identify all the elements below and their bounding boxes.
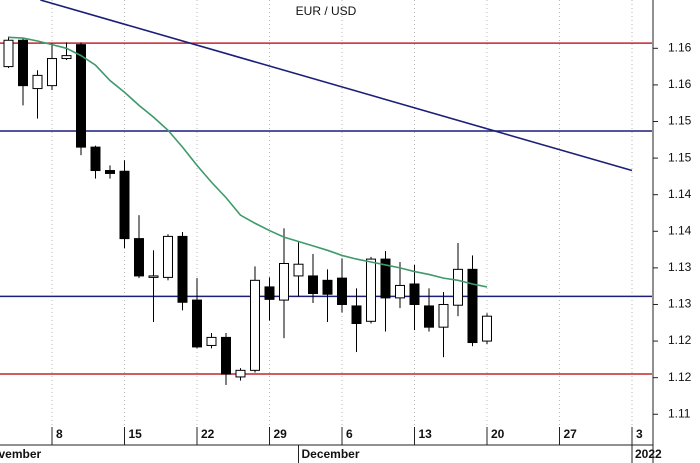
- candle-body: [235, 369, 246, 378]
- candle-body: [220, 336, 231, 375]
- candle-body: [380, 258, 391, 299]
- candle-body: [365, 258, 376, 322]
- candle-body: [148, 275, 159, 278]
- candle-body: [206, 336, 217, 346]
- candle-body: [18, 39, 28, 87]
- x-tick-label: 22: [201, 427, 215, 441]
- x-tick-label: 15: [128, 427, 142, 441]
- y-tick-label: 1.16: [668, 40, 692, 54]
- candle-body: [481, 315, 492, 342]
- candle-body: [191, 299, 202, 348]
- x-tick-label: 20: [491, 427, 505, 441]
- candle-body: [409, 283, 420, 305]
- x-tick-label: 29: [273, 427, 287, 441]
- y-tick-label: 1.13: [668, 260, 692, 274]
- candle-body: [177, 235, 188, 303]
- candle-body: [452, 268, 463, 306]
- candle-body: [134, 238, 144, 277]
- candle-body: [394, 284, 405, 299]
- candle-body: [3, 39, 14, 68]
- candle-body: [76, 44, 86, 148]
- y-tick-label: 1.14: [668, 187, 692, 201]
- y-tick-label: 1.12: [668, 333, 692, 347]
- candle-body: [322, 279, 333, 295]
- x-tick-label: 6: [346, 427, 353, 441]
- month-label: 2022: [635, 447, 662, 461]
- x-tick-label: 13: [418, 427, 432, 441]
- candle-body: [47, 58, 57, 87]
- candle-body: [61, 55, 72, 60]
- y-tick-label: 1.15: [668, 150, 692, 164]
- candle-body: [105, 170, 115, 174]
- candle-body: [249, 279, 260, 371]
- plot-area: [0, 0, 652, 385]
- month-label: December: [301, 447, 359, 461]
- y-tick-label: 1.13: [668, 297, 692, 311]
- candle-body: [351, 305, 362, 325]
- axes-layer: 1.16 1.16 1.15 1.15 1.14 1.14 1.13 1.13 1.12 1.12…: [0, 40, 692, 463]
- x-tick-label: 3: [636, 427, 643, 441]
- candle-body: [307, 275, 318, 294]
- candle-body: [264, 286, 275, 300]
- y-tick-label: 1.12: [668, 370, 692, 384]
- candle-body: [293, 263, 304, 277]
- y-tick-label: 1.16: [668, 77, 692, 91]
- y-tick-label: 1.15: [668, 114, 692, 128]
- candle-body: [32, 74, 43, 90]
- y-tick-label: 1.11: [668, 406, 691, 420]
- candle-body: [119, 170, 130, 240]
- chart-title: EUR / USD: [296, 4, 357, 18]
- month-label: November: [0, 447, 42, 461]
- candle-body: [90, 146, 101, 172]
- candle-body: [423, 305, 434, 328]
- x-tick-label: 27: [563, 427, 577, 441]
- x-tick-label: 8: [56, 427, 63, 441]
- candle-body: [278, 262, 289, 301]
- candle-body: [336, 277, 347, 305]
- moving-average-line: [8, 36, 488, 288]
- y-tick-label: 1.14: [668, 223, 692, 237]
- candle-body: [438, 303, 449, 328]
- candle-body: [163, 235, 173, 278]
- candle-body: [467, 268, 478, 344]
- trend-line: [40, 0, 633, 172]
